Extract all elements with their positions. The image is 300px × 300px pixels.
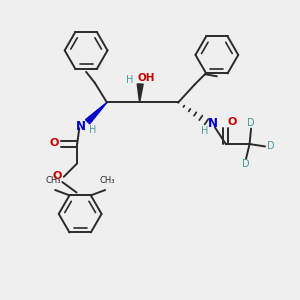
Text: H: H [201,126,209,136]
Text: OH: OH [137,73,155,83]
Text: D: D [267,141,274,152]
Text: H: H [89,125,97,135]
Text: CH₃: CH₃ [45,176,61,185]
Text: O: O [50,139,59,148]
Text: CH₃: CH₃ [100,176,115,185]
Polygon shape [85,102,107,124]
Text: D: D [242,159,250,169]
Text: O: O [52,171,62,181]
Text: O: O [228,117,237,128]
Text: H: H [126,75,134,85]
Text: D: D [247,118,255,128]
Text: N: N [208,117,218,130]
Polygon shape [137,84,143,102]
Text: N: N [76,120,86,133]
